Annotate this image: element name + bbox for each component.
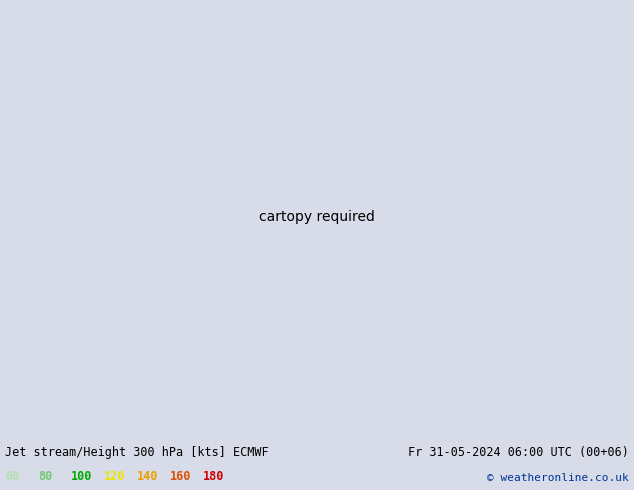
Text: 180: 180 bbox=[203, 470, 224, 483]
Text: cartopy required: cartopy required bbox=[259, 210, 375, 224]
Text: 100: 100 bbox=[71, 470, 93, 483]
Text: 80: 80 bbox=[38, 470, 52, 483]
Text: Jet stream/Height 300 hPa [kts] ECMWF: Jet stream/Height 300 hPa [kts] ECMWF bbox=[5, 446, 269, 459]
Text: Fr 31-05-2024 06:00 UTC (00+06): Fr 31-05-2024 06:00 UTC (00+06) bbox=[408, 446, 629, 459]
Text: 60: 60 bbox=[5, 470, 19, 483]
Text: 160: 160 bbox=[170, 470, 191, 483]
Text: © weatheronline.co.uk: © weatheronline.co.uk bbox=[487, 473, 629, 483]
Text: 140: 140 bbox=[137, 470, 158, 483]
Text: 120: 120 bbox=[104, 470, 126, 483]
